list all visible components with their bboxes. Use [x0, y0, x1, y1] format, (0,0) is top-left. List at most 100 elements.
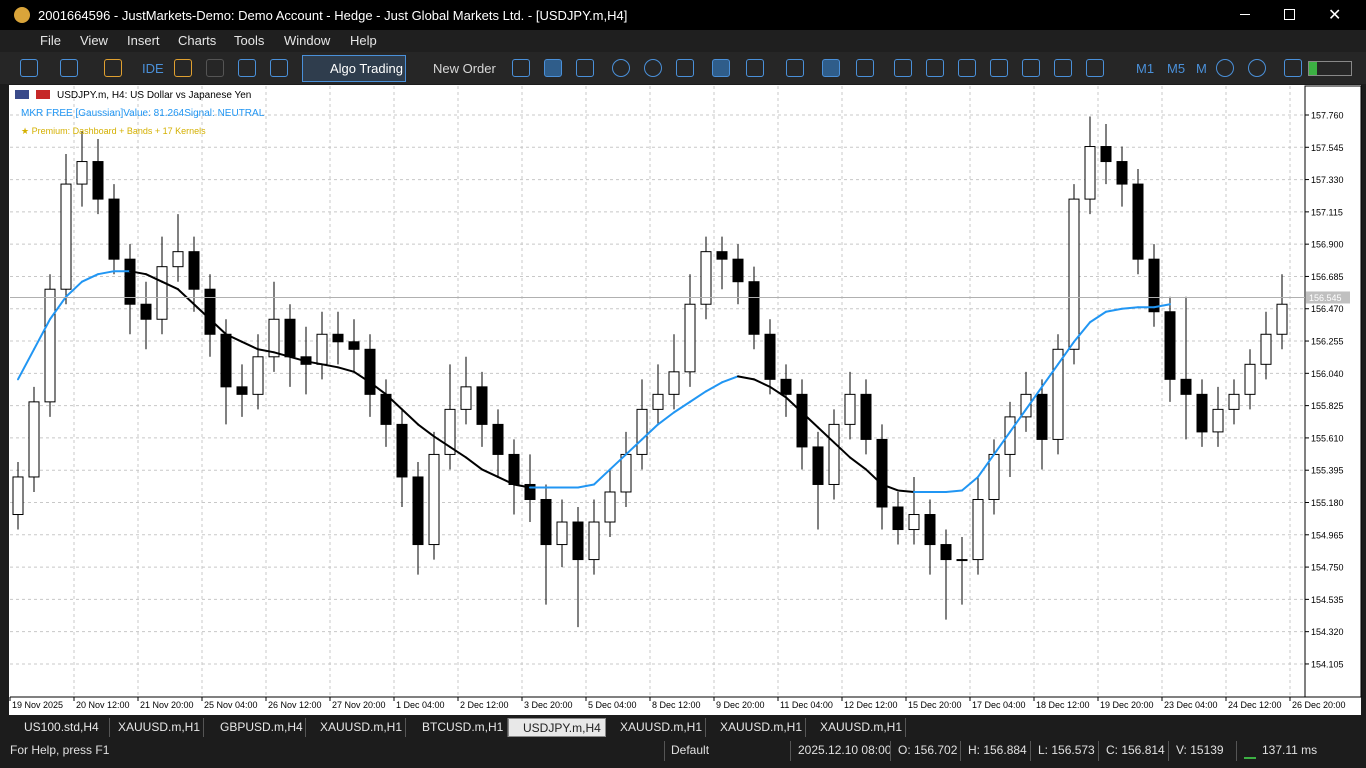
- status-open: O: 156.702: [898, 743, 958, 757]
- moving-average-segment: [17, 348, 35, 381]
- chart-tab[interactable]: XAUUSD.m,H1: [806, 718, 906, 737]
- indicator-label: MKR FREE [Gaussian]Value: 81.264Signal: …: [21, 108, 265, 119]
- chart-tab[interactable]: XAUUSD.m,H1: [606, 718, 706, 737]
- moving-average-segment: [1153, 303, 1171, 309]
- timeframe-button[interactable]: M: [1196, 61, 1207, 76]
- chart-tab[interactable]: BTCUSD.m,H1: [408, 718, 508, 737]
- moving-average-segment: [897, 489, 915, 493]
- menu-item[interactable]: Help: [350, 33, 377, 48]
- timeframe-button[interactable]: M5: [1167, 61, 1186, 76]
- algo-trading-button[interactable]: Algo Trading: [330, 61, 403, 76]
- chart-tab[interactable]: XAUUSD.m,H1: [706, 718, 806, 737]
- candle-body: [716, 251, 728, 260]
- tool-icon[interactable]: [20, 59, 38, 77]
- tool-icon[interactable]: [894, 59, 912, 77]
- y-tick-label: 155.180: [1311, 498, 1344, 508]
- candle-body: [1116, 161, 1128, 185]
- x-tick-label: 1 Dec 04:00: [396, 700, 445, 710]
- algo-trading-box[interactable]: [302, 55, 406, 82]
- candle-body: [588, 521, 600, 561]
- tool-icon[interactable]: [990, 59, 1008, 77]
- y-tick-label: 157.760: [1311, 110, 1344, 120]
- moving-average-segment: [449, 445, 467, 459]
- moving-average-segment: [705, 381, 723, 393]
- tool-icon[interactable]: [786, 59, 804, 77]
- candle-body: [1004, 416, 1016, 455]
- moving-average-segment: [801, 411, 819, 429]
- chart-tab[interactable]: US100.std,H4: [10, 718, 110, 737]
- new-order-button[interactable]: New Order: [433, 61, 496, 76]
- tool-icon[interactable]: [174, 59, 192, 77]
- chart-tab[interactable]: XAUUSD.m,H1: [306, 718, 406, 737]
- tool-icon[interactable]: [60, 59, 78, 77]
- cursor-tool[interactable]: [822, 59, 840, 77]
- tool-icon[interactable]: [926, 59, 944, 77]
- chart-tab[interactable]: XAUUSD.m,H1: [104, 718, 204, 737]
- menu-item[interactable]: Charts: [178, 33, 217, 48]
- candle-body: [844, 393, 856, 425]
- candle-body: [652, 393, 664, 410]
- ide-button[interactable]: IDE: [142, 61, 164, 76]
- chart-tab[interactable]: GBPUSD.m,H4: [206, 718, 306, 737]
- candle-body: [124, 258, 136, 305]
- moving-average-segment: [849, 456, 867, 471]
- moving-average-segment: [625, 438, 643, 456]
- tool-icon[interactable]: [238, 59, 256, 77]
- candle-body: [44, 288, 56, 403]
- candle-body: [1180, 378, 1192, 395]
- candle-body: [332, 333, 344, 343]
- zoom-out[interactable]: [644, 59, 662, 77]
- tool-icon[interactable]: [544, 59, 562, 77]
- maximize-button[interactable]: [1284, 9, 1295, 20]
- search-button[interactable]: [1216, 59, 1234, 77]
- x-tick-label: 19 Nov 2025: [12, 700, 63, 710]
- candle-body: [604, 491, 616, 523]
- tool-icon[interactable]: [206, 59, 224, 77]
- notifications-button[interactable]: [1248, 59, 1266, 77]
- menu-item[interactable]: Tools: [234, 33, 265, 48]
- candle-body: [156, 266, 168, 320]
- menu-item[interactable]: Window: [284, 33, 331, 48]
- tool-icon[interactable]: [1284, 59, 1302, 77]
- menu-item[interactable]: View: [80, 33, 108, 48]
- flag-icon: [15, 90, 29, 99]
- candle-body: [460, 386, 472, 410]
- tool-icon[interactable]: [576, 59, 594, 77]
- candle-body: [908, 514, 920, 531]
- minimize-button[interactable]: [1240, 14, 1250, 15]
- menu-item[interactable]: File: [40, 33, 61, 48]
- close-button[interactable]: ✕: [1328, 7, 1342, 24]
- x-tick-label: 23 Dec 04:00: [1164, 700, 1218, 710]
- tool-icon[interactable]: [270, 59, 288, 77]
- chart-tab[interactable]: USDJPY.m,H4: [508, 718, 606, 737]
- tool-icon[interactable]: [1054, 59, 1072, 77]
- tool-icon[interactable]: [856, 59, 874, 77]
- tool-icon[interactable]: [1022, 59, 1040, 77]
- candle-body: [1276, 303, 1288, 335]
- tool-icon[interactable]: [712, 59, 730, 77]
- candle-body: [956, 559, 968, 562]
- signal-meter: [1308, 61, 1352, 76]
- candle-body: [940, 544, 952, 561]
- connection-icon: [1244, 746, 1256, 759]
- y-tick-label: 154.750: [1311, 563, 1344, 573]
- moving-average-segment: [145, 273, 163, 283]
- tool-icon[interactable]: [1086, 59, 1104, 77]
- x-tick-label: 5 Dec 04:00: [588, 700, 637, 710]
- moving-average-segment: [977, 453, 995, 478]
- moving-average-segment: [1041, 363, 1059, 388]
- tool-icon[interactable]: [958, 59, 976, 77]
- toolbar: IDE Algo Trading New Order M1 M5 M: [0, 52, 1366, 84]
- tool-icon[interactable]: [746, 59, 764, 77]
- zoom-in[interactable]: [612, 59, 630, 77]
- tool-icon[interactable]: [104, 59, 122, 77]
- menu-item[interactable]: Insert: [127, 33, 160, 48]
- moving-average-segment: [1009, 408, 1027, 433]
- candle-body: [812, 446, 824, 485]
- app-icon: [14, 7, 30, 23]
- timeframe-button[interactable]: M1: [1136, 61, 1155, 76]
- tool-icon[interactable]: [676, 59, 694, 77]
- tool-icon[interactable]: [512, 59, 530, 77]
- candle-body: [860, 393, 872, 440]
